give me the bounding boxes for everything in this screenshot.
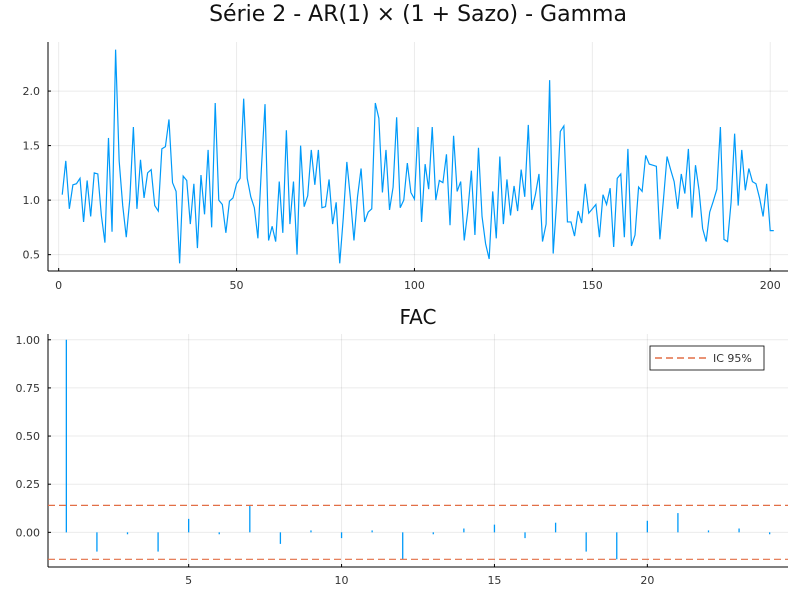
x-tick-label: 50 <box>230 279 244 292</box>
series-tick-labels: 0 50 100 150 200 0.5 1.0 1.5 2.0 <box>23 85 781 292</box>
series-line <box>61 49 774 264</box>
x-tick-label: 5 <box>185 574 192 587</box>
acf-tick-labels: 5 10 15 20 0.00 0.25 0.50 0.75 1.00 <box>16 334 655 587</box>
y-tick-label: 0.75 <box>16 382 41 395</box>
series-grid <box>48 42 788 271</box>
acf-panel: FAC 5 10 15 20 0.00 0.25 0.50 0.75 1.00 IC 95% <box>16 305 788 587</box>
y-tick-label: 1.5 <box>23 140 41 153</box>
x-tick-label: 15 <box>487 574 501 587</box>
x-tick-label: 100 <box>404 279 425 292</box>
acf-grid <box>48 334 788 567</box>
x-tick-label: 20 <box>640 574 654 587</box>
x-tick-label: 10 <box>335 574 349 587</box>
y-tick-label: 1.00 <box>16 334 41 347</box>
y-tick-label: 0.25 <box>16 478 41 491</box>
acf-axes <box>47 334 788 568</box>
series-chart-title: Série 2 - AR(1) × (1 + Sazo) - Gamma <box>209 2 627 27</box>
x-tick-label: 150 <box>582 279 603 292</box>
legend-ci-label: IC 95% <box>713 352 752 365</box>
legend: IC 95% <box>649 345 765 371</box>
y-tick-label: 2.0 <box>23 85 41 98</box>
y-tick-label: 1.0 <box>23 194 41 207</box>
acf-bars <box>65 339 771 560</box>
series-axes <box>47 42 788 272</box>
series-panel: Série 2 - AR(1) × (1 + Sazo) - Gamma 0 50… <box>23 2 788 292</box>
x-tick-label: 0 <box>55 279 62 292</box>
y-tick-label: 0.50 <box>16 430 41 443</box>
y-tick-label: 0.00 <box>16 526 41 539</box>
acf-chart-title: FAC <box>400 305 437 329</box>
y-tick-label: 0.5 <box>23 249 41 262</box>
x-tick-label: 200 <box>760 279 781 292</box>
